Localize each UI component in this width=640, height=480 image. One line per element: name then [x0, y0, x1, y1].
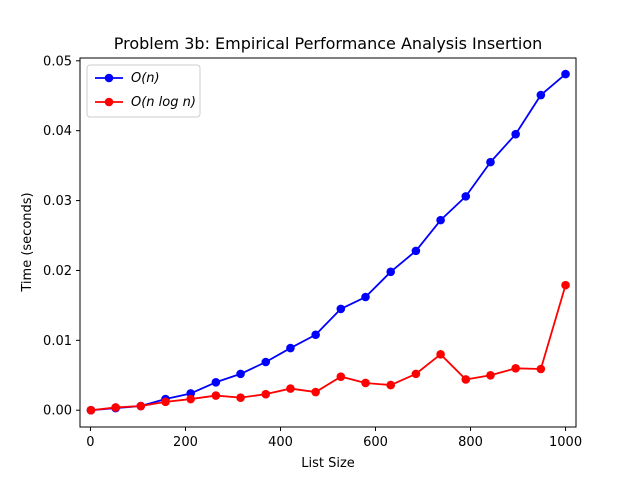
plot-area: [86, 69, 570, 415]
legend-marker-series-0: [104, 73, 114, 83]
y-tick-label: 0.03: [43, 194, 72, 209]
data-point: [536, 90, 546, 100]
legend: O(n) O(n log n): [86, 64, 201, 118]
data-point: [161, 397, 170, 407]
data-point: [261, 389, 271, 399]
data-point: [286, 384, 295, 393]
data-point: [236, 369, 245, 379]
data-point: [211, 391, 221, 400]
data-point: [386, 267, 396, 277]
data-point: [86, 405, 96, 415]
data-point: [361, 292, 370, 302]
data-point: [336, 304, 346, 314]
data-point: [561, 280, 570, 290]
y-tick-label: 0.00: [43, 404, 72, 419]
data-point: [336, 372, 346, 381]
x-tick-label: 800: [458, 435, 483, 450]
x-tick-label: 0: [86, 435, 94, 450]
data-point: [486, 157, 495, 167]
data-point: [461, 375, 471, 384]
x-tick-label: 200: [173, 435, 198, 450]
data-point: [211, 377, 221, 387]
data-point: [311, 387, 320, 397]
chart-title: Problem 3b: Empirical Performance Analys…: [114, 34, 543, 53]
data-point: [261, 357, 271, 367]
x-axis-label: List Size: [301, 456, 355, 471]
data-point: [111, 403, 120, 412]
data-point: [186, 394, 195, 404]
data-point: [511, 363, 520, 373]
axes-frame: [79, 57, 577, 428]
data-point: [286, 343, 295, 353]
data-point: [511, 129, 520, 139]
data-point: [436, 350, 445, 359]
data-point: [361, 378, 370, 388]
y-axis: 0.00 0.01 0.02 0.03 0.04 0.05: [43, 54, 80, 419]
data-point: [411, 246, 421, 256]
data-point: [461, 192, 471, 201]
data-point: [386, 380, 396, 390]
series-line-0: [90, 73, 567, 412]
data-point: [486, 370, 495, 380]
data-point: [136, 401, 146, 411]
y-axis-label: Time (seconds): [20, 192, 35, 292]
x-tick-label: 1000: [549, 435, 582, 450]
y-tick-label: 0.05: [43, 54, 72, 69]
legend-label-series-1: O(n log n): [131, 95, 196, 110]
y-tick-label: 0.04: [43, 124, 72, 139]
data-point: [436, 215, 445, 225]
y-tick-label: 0.01: [43, 334, 72, 349]
series-1: [86, 280, 570, 415]
data-point: [236, 393, 245, 402]
data-point: [536, 364, 546, 374]
data-point: [411, 369, 421, 379]
y-tick-label: 0.02: [43, 264, 72, 279]
data-point: [561, 69, 570, 79]
x-axis: 0 200 400 600 800 1000: [86, 427, 582, 450]
legend-label-series-0: O(n): [131, 71, 160, 86]
legend-marker-series-1: [104, 97, 114, 107]
data-point: [311, 330, 320, 340]
x-tick-label: 400: [268, 435, 293, 450]
x-tick-label: 600: [363, 435, 388, 450]
